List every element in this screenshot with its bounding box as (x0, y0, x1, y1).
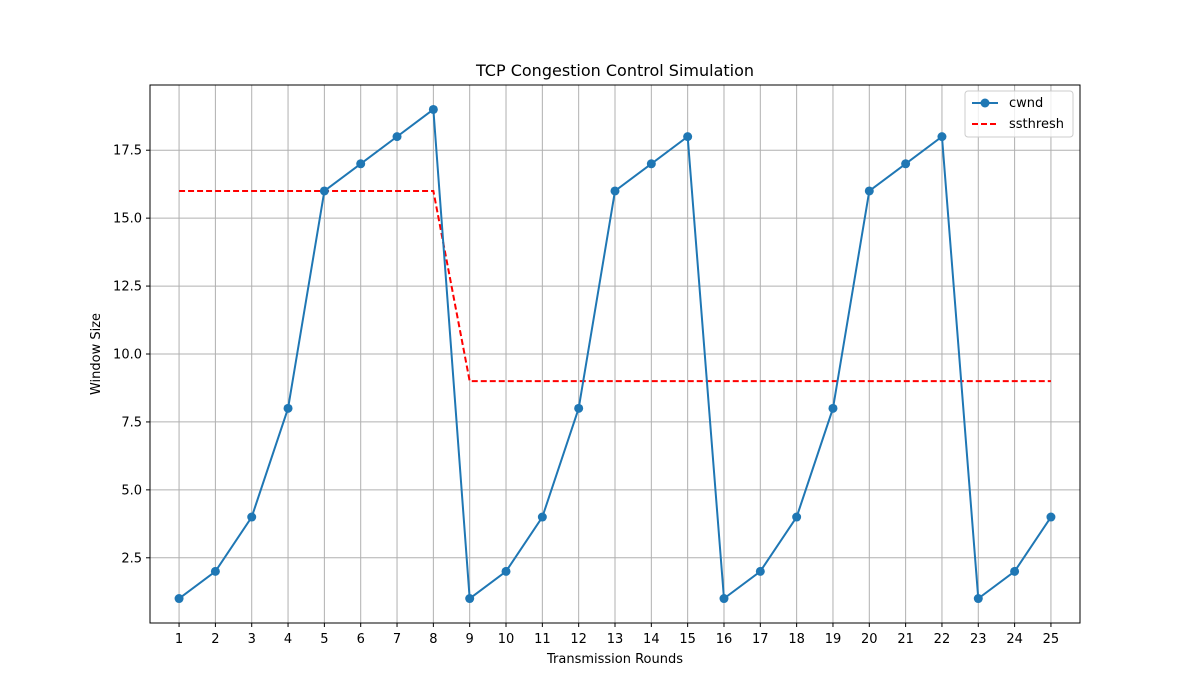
x-tick-label: 19 (825, 632, 842, 647)
cwnd-point (283, 403, 293, 413)
cwnd-point (210, 566, 220, 576)
cwnd-point (973, 594, 983, 604)
cwnd-point (792, 512, 802, 522)
legend: cwnd ssthresh (964, 90, 1074, 138)
cwnd-point (864, 186, 874, 196)
cwnd-point (1010, 566, 1020, 576)
cwnd-point (247, 512, 257, 522)
x-tick-label: 4 (284, 632, 292, 647)
y-tick-label: 12.5 (113, 280, 142, 295)
x-tick-label: 1 (175, 632, 183, 647)
x-tick-label: 23 (970, 632, 987, 647)
cwnd-point (465, 594, 475, 604)
y-tick-label: 5.0 (121, 483, 142, 498)
y-tick-label: 10.0 (113, 348, 142, 363)
grid (150, 85, 1080, 623)
chart-title: TCP Congestion Control Simulation (475, 61, 754, 80)
x-tick-label: 9 (466, 632, 474, 647)
x-tick-label: 12 (570, 632, 587, 647)
cwnd-point (319, 186, 329, 196)
x-tick-label: 20 (861, 632, 878, 647)
y-tick-label: 2.5 (121, 551, 142, 566)
x-tick-label: 10 (498, 632, 515, 647)
cwnd-point (428, 104, 438, 114)
x-tick-label: 17 (752, 632, 769, 647)
cwnd-point (1046, 512, 1056, 522)
cwnd-point (392, 132, 402, 142)
x-tick-label: 6 (357, 632, 365, 647)
legend-ssthresh-label: ssthresh (1009, 117, 1064, 132)
cwnd-point (174, 594, 184, 604)
x-tick-label: 24 (1006, 632, 1023, 647)
x-tick-label: 8 (429, 632, 437, 647)
y-axis: 2.5 5.0 7.5 10.0 12.5 15.0 17.5 (113, 144, 150, 566)
x-tick-label: 25 (1043, 632, 1060, 647)
x-tick-label: 15 (679, 632, 696, 647)
y-axis-label: Window Size (89, 313, 104, 395)
y-tick-label: 17.5 (113, 144, 142, 159)
x-axis-label: Transmission Rounds (546, 652, 683, 667)
x-tick-label: 7 (393, 632, 401, 647)
cwnd-point (901, 159, 911, 169)
x-tick-label: 16 (716, 632, 733, 647)
x-tick-label: 13 (607, 632, 624, 647)
series-cwnd (174, 104, 1056, 604)
legend-cwnd-label: cwnd (1009, 96, 1043, 111)
x-axis: 1 2 3 4 5 6 7 8 9 10 11 12 13 14 15 16 17 18 19 20 21 22 23 24 2… (175, 623, 1059, 647)
x-tick-label: 18 (788, 632, 805, 647)
cwnd-point (646, 159, 656, 169)
x-tick-label: 14 (643, 632, 660, 647)
cwnd-point (937, 132, 947, 142)
y-tick-label: 15.0 (113, 212, 142, 227)
cwnd-point (719, 594, 729, 604)
cwnd-point (537, 512, 547, 522)
x-tick-label: 3 (248, 632, 256, 647)
x-tick-label: 11 (534, 632, 551, 647)
cwnd-point (610, 186, 620, 196)
cwnd-point (574, 403, 584, 413)
cwnd-point (828, 403, 838, 413)
y-tick-label: 7.5 (121, 415, 142, 430)
legend-cwnd-marker (980, 98, 990, 108)
x-tick-label: 5 (320, 632, 328, 647)
cwnd-point (755, 566, 765, 576)
x-tick-label: 21 (897, 632, 914, 647)
cwnd-point (501, 566, 511, 576)
cwnd-point (683, 132, 693, 142)
cwnd-point (356, 159, 366, 169)
x-tick-label: 2 (211, 632, 219, 647)
x-tick-label: 22 (934, 632, 951, 647)
